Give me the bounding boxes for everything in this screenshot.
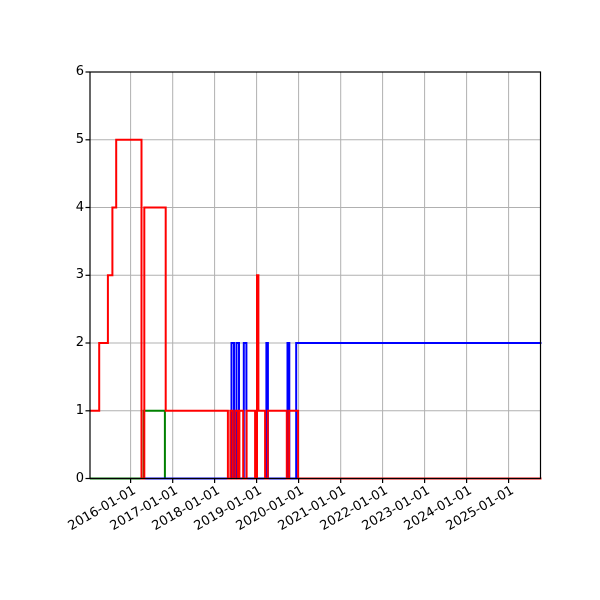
y-tick-label: 6: [75, 64, 84, 79]
y-tick-label: 3: [75, 267, 84, 283]
y-tick-label: 0: [75, 470, 84, 486]
y-tick-label: 5: [75, 131, 84, 147]
y-tick-label: 2: [75, 335, 84, 350]
y-tick-label: 1: [75, 402, 84, 418]
series-line-red: [90, 138, 542, 480]
y-tick-label: 4: [75, 199, 84, 215]
